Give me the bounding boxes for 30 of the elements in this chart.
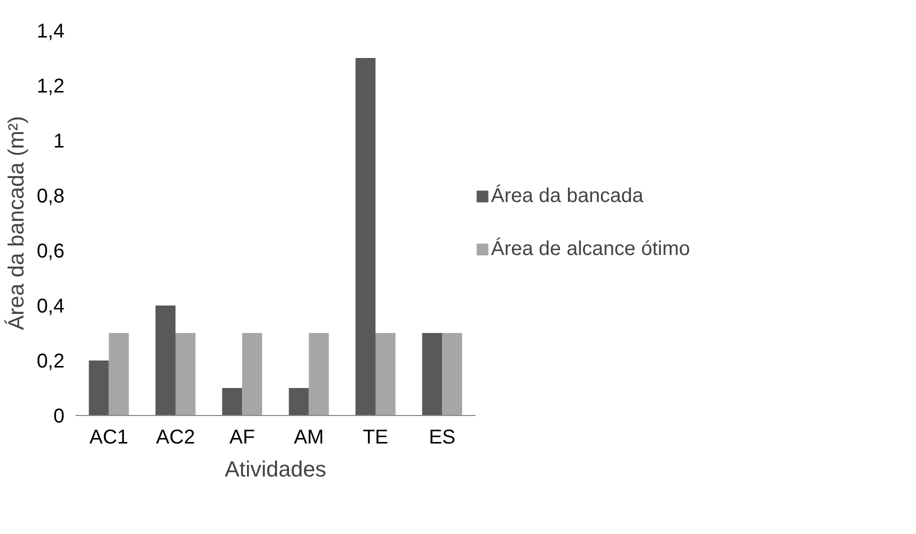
y-tick-label: 0,8 <box>36 186 65 208</box>
bar <box>176 333 196 416</box>
y-tick-label: 0,2 <box>36 350 65 372</box>
y-tick-label: 1,2 <box>36 76 65 98</box>
bar <box>108 333 129 416</box>
y-tick-label: 0,4 <box>36 296 65 318</box>
x-axis-title: Atividades <box>224 456 326 482</box>
x-tick-label: AF <box>229 426 255 448</box>
legend-label: Área de alcance ótimo <box>491 238 690 260</box>
x-tick-label: TE <box>362 426 388 448</box>
y-axis-title: Área da bancada (m²) <box>4 116 29 330</box>
bar <box>442 333 462 416</box>
bar <box>88 360 109 416</box>
x-tick-label: AC2 <box>156 426 195 448</box>
y-tick-label: 0,6 <box>36 240 65 262</box>
bar <box>422 333 442 416</box>
x-tick-label: ES <box>428 426 456 448</box>
y-tick-label: 0 <box>53 406 64 428</box>
bar <box>376 333 396 416</box>
x-tick-label: AC1 <box>89 426 128 448</box>
bar <box>156 306 176 416</box>
legend-label: Área da bancada <box>491 184 644 208</box>
x-tick-label: AM <box>294 426 324 448</box>
bar <box>308 333 329 416</box>
bar <box>288 388 309 416</box>
y-tick-label: 1,4 <box>36 20 65 42</box>
bar <box>356 58 376 416</box>
bar <box>222 388 242 416</box>
bar <box>242 333 262 416</box>
y-tick-label: 1 <box>53 130 64 152</box>
